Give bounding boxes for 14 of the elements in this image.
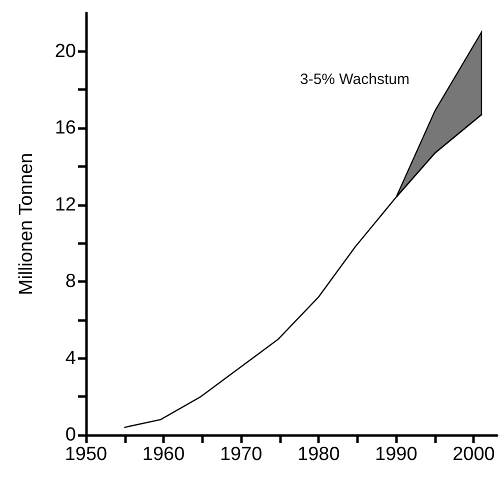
x-tick-label: 2000 <box>452 444 495 465</box>
annotation: 3-5% Wachstum <box>300 71 410 88</box>
y-tick-label: 12 <box>54 194 76 216</box>
y-tick-label: 4 <box>65 348 76 369</box>
y-tick-label: 20 <box>54 40 76 62</box>
x-tick-label: 1950 <box>64 444 108 465</box>
y-tick-label: 0 <box>65 424 76 446</box>
x-tick-label: 1990 <box>375 444 418 465</box>
x-tick-label: 1980 <box>298 444 340 465</box>
y-axis-title: Millionen Tonnen <box>16 152 37 296</box>
y-tick-label: 8 <box>65 271 76 292</box>
x-tick-label: 1960 <box>142 444 185 465</box>
y-tick-label: 16 <box>54 118 76 139</box>
x-tick-label: 1970 <box>220 444 262 465</box>
